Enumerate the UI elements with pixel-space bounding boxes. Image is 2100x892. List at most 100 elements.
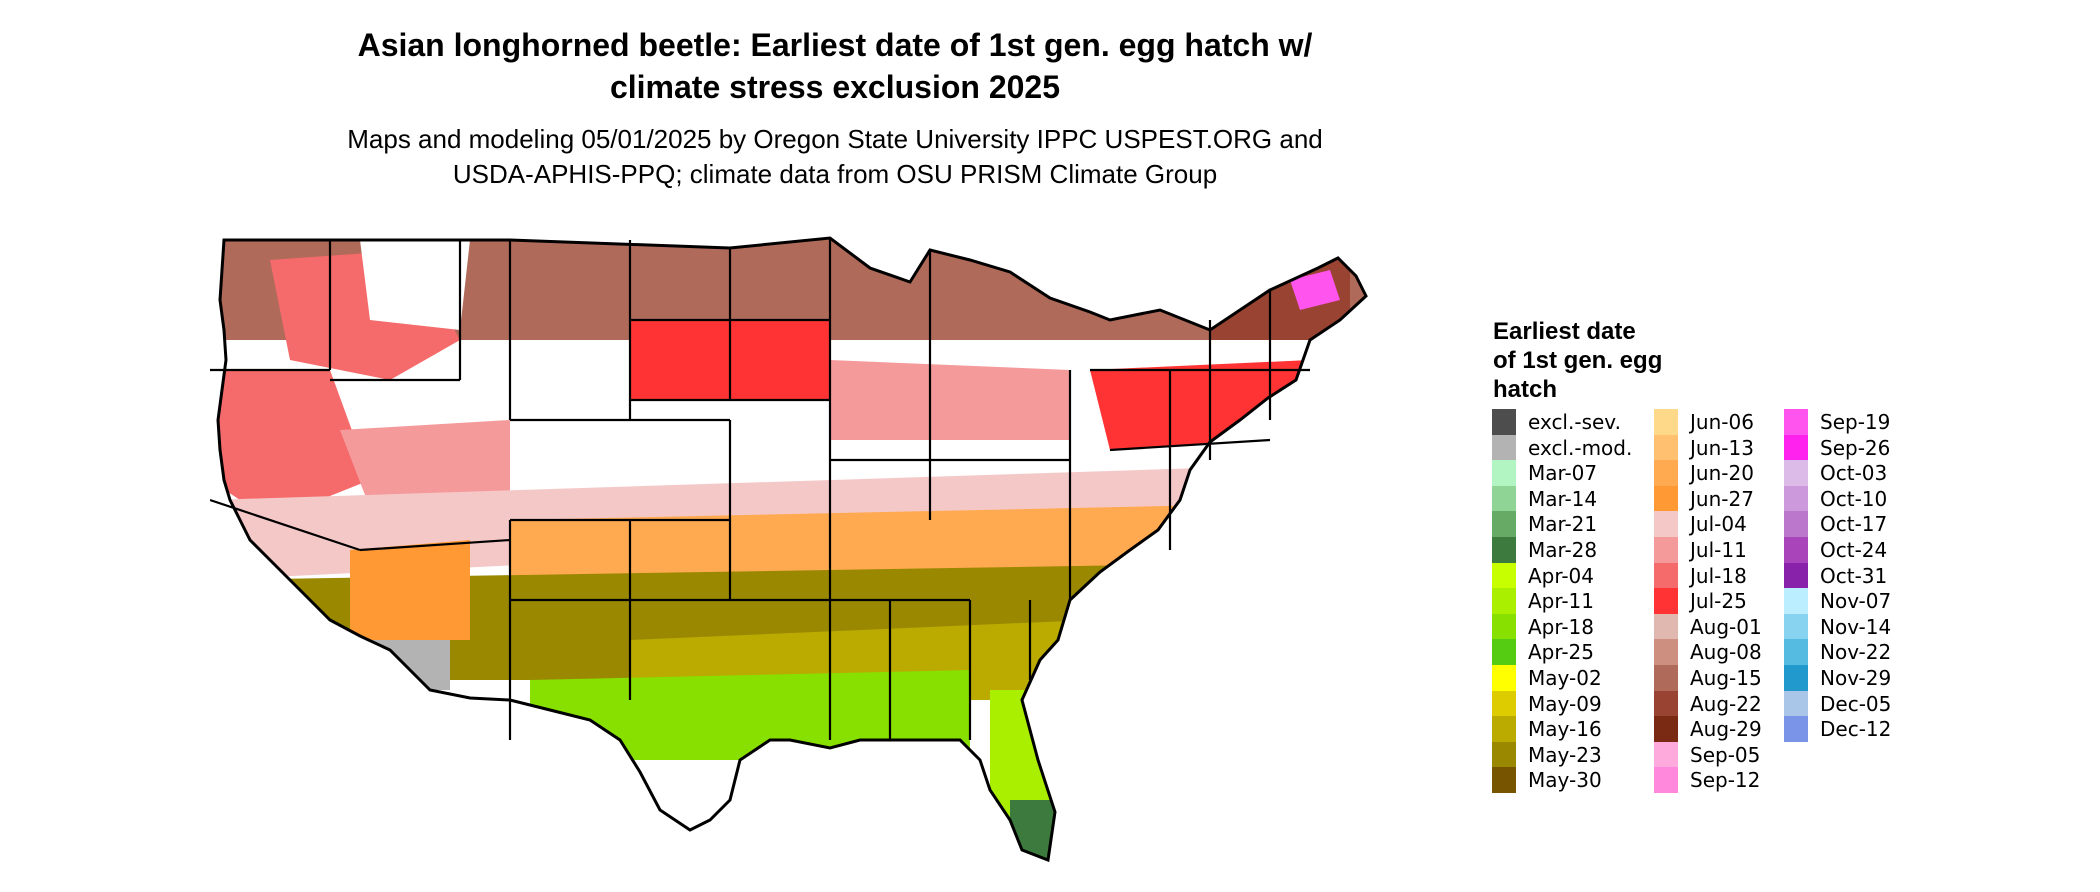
legend-label: Sep-12 <box>1690 768 1761 793</box>
map-title: Asian longhorned beetle: Earliest date o… <box>0 24 1670 108</box>
legend-label: Jun-13 <box>1690 435 1754 460</box>
legend-swatch <box>1492 716 1516 742</box>
legend-title-line-3: hatch <box>1493 376 1558 403</box>
us-outline <box>216 236 1368 863</box>
legend-swatch <box>1654 690 1678 717</box>
legend-label: Apr-04 <box>1528 563 1594 588</box>
legend-label: Apr-11 <box>1528 589 1594 614</box>
legend-label: excl.-sev. <box>1528 410 1621 434</box>
legend-swatch <box>1784 562 1808 589</box>
legend-swatch <box>1492 741 1516 768</box>
map-subtitle-line-2: USDA-APHIS-PPQ; climate data from OSU PR… <box>452 159 1218 189</box>
us-egg-hatch-map <box>210 236 1368 863</box>
region-south-florida-mar <box>1010 800 1070 860</box>
legend-swatch <box>1492 588 1516 614</box>
legend-label: Nov-07 <box>1820 589 1892 614</box>
legend-swatch <box>1784 536 1808 563</box>
map-subtitle-line-1: Maps and modeling 05/01/2025 by Oregon S… <box>347 124 1323 154</box>
legend-label: Aug-15 <box>1690 665 1762 690</box>
legend-label: May-02 <box>1528 665 1602 690</box>
legend-swatch <box>1654 562 1678 589</box>
legend-swatch <box>1784 613 1808 640</box>
legend-title-line-2: of 1st gen. egg <box>1493 347 1663 374</box>
legend-label: May-30 <box>1528 768 1602 793</box>
legend-swatch <box>1492 434 1516 461</box>
legend-swatch <box>1784 639 1808 665</box>
legend-swatch <box>1784 511 1808 537</box>
legend-swatch <box>1492 767 1516 793</box>
region-northeast <box>1090 360 1310 450</box>
legend-swatch <box>1492 511 1516 537</box>
legend-swatch <box>1654 639 1678 665</box>
legend-swatch <box>1654 409 1678 435</box>
legend-label: Mar-14 <box>1528 486 1598 511</box>
region-maine-late <box>1290 270 1340 310</box>
legend-swatch <box>1784 588 1808 614</box>
legend-label: Dec-05 <box>1820 691 1892 716</box>
region-midwest <box>830 360 1070 440</box>
legend-label: Sep-19 <box>1820 410 1891 434</box>
legend-label: Mar-28 <box>1528 537 1598 562</box>
legend-swatch <box>1784 460 1808 486</box>
legend-swatch <box>1784 690 1808 717</box>
legend-swatch <box>1492 639 1516 665</box>
legend-label: Aug-29 <box>1690 717 1762 742</box>
legend-swatch <box>1654 536 1678 563</box>
legend-label: Apr-25 <box>1528 640 1594 665</box>
region-mountain-west-white <box>360 240 470 330</box>
legend-swatch <box>1492 690 1516 717</box>
legend-swatch <box>1492 485 1516 512</box>
legend-label: Oct-17 <box>1820 512 1888 537</box>
legend-label: Jun-06 <box>1690 410 1754 434</box>
legend-swatch <box>1654 767 1678 793</box>
region-south-texas-apr <box>530 670 970 760</box>
legend-swatch <box>1654 613 1678 640</box>
legend-swatch <box>1784 664 1808 691</box>
legend-label: Sep-26 <box>1820 435 1891 460</box>
legend-title-line-1: Earliest date <box>1493 318 1636 345</box>
legend-label: Sep-05 <box>1690 742 1761 767</box>
legend-swatch <box>1492 613 1516 640</box>
legend-label: Nov-29 <box>1820 665 1892 690</box>
legend-label: Jun-20 <box>1690 461 1754 486</box>
legend-swatch <box>1654 434 1678 461</box>
map-title-line-1: Asian longhorned beetle: Earliest date o… <box>357 27 1313 63</box>
legend-swatch <box>1654 485 1678 512</box>
legend-swatch <box>1654 511 1678 537</box>
legend-swatch <box>1492 536 1516 563</box>
legend-label: Oct-03 <box>1820 461 1888 486</box>
legend-label: Jun-27 <box>1690 486 1754 511</box>
legend-label: Dec-12 <box>1820 717 1892 742</box>
legend-swatch <box>1492 664 1516 691</box>
legend-swatch <box>1654 741 1678 768</box>
legend-label: Jul-18 <box>1690 563 1747 588</box>
legend-swatch <box>1492 460 1516 486</box>
legend-label: Aug-08 <box>1690 640 1762 665</box>
legend-swatch <box>1784 409 1808 435</box>
map-title-line-2: climate stress exclusion 2025 <box>609 69 1061 105</box>
legend-swatch <box>1784 434 1808 461</box>
legend-label: Jul-25 <box>1690 589 1747 614</box>
map-subtitle: Maps and modeling 05/01/2025 by Oregon S… <box>0 122 1670 192</box>
legend-label: Apr-18 <box>1528 614 1594 639</box>
legend-swatch <box>1654 588 1678 614</box>
legend-label: Mar-21 <box>1528 512 1598 537</box>
legend-swatch <box>1492 562 1516 589</box>
legend-label: Aug-01 <box>1690 614 1762 639</box>
legend-label: Oct-31 <box>1820 563 1888 588</box>
legend-label: Nov-22 <box>1820 640 1892 665</box>
legend-swatch <box>1784 716 1808 742</box>
state-boundaries <box>210 238 1310 740</box>
region-great-basin <box>218 370 370 520</box>
legend-label: Jul-11 <box>1690 537 1747 562</box>
legend-label: Oct-10 <box>1820 486 1888 511</box>
legend-label: Oct-24 <box>1820 537 1888 562</box>
legend-label: Mar-07 <box>1528 461 1598 486</box>
legend-swatch <box>1492 409 1516 435</box>
legend-label: Aug-22 <box>1690 691 1762 716</box>
legend-swatch <box>1654 716 1678 742</box>
legend-label: May-23 <box>1528 742 1602 767</box>
legend-label: May-16 <box>1528 717 1602 742</box>
legend-title: Earliest date of 1st gen. egg hatch <box>1493 317 1662 404</box>
legend-label: excl.-mod. <box>1528 435 1633 460</box>
